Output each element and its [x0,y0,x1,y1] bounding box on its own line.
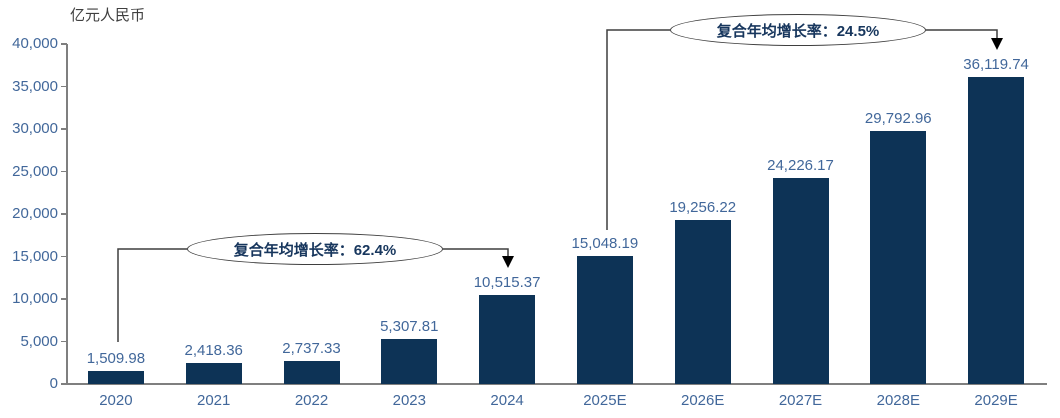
y-axis-tick-label: 40,000 [12,35,58,52]
cagr-callout-2020-2024-text: 复合年均增长率：62.4% [233,241,397,259]
x-axis-label-2020: 2020 [99,392,133,409]
y-axis-tick-label: 15,000 [12,247,58,265]
callout-connector-line [117,248,187,342]
bar-2023 [381,338,438,384]
y-axis-tick-mark [61,43,67,45]
bar-2027E [772,178,829,384]
bar-value-label-2029E: 36,119.74 [963,55,1029,73]
x-axis-label-2029E: 2029E [974,392,1018,409]
y-axis-tick-label: 10,000 [12,290,58,307]
y-axis-tick-mark [61,255,67,258]
y-axis-tick-mark [61,213,67,215]
bar-value-label-2023: 5,307.81 [380,317,439,335]
x-axis-label-2023: 2023 [392,392,426,409]
callout-connector-line [443,248,509,258]
cagr-callout-2025-2029-text: 复合年均增长率：24.5% [716,22,880,40]
x-axis-line [61,383,1047,385]
arrow-down-icon [502,256,514,268]
cagr-callout-2020-2024: 复合年均增长率：62.4% [187,233,443,265]
y-axis-tick-mark [61,298,67,300]
y-axis-unit-label: 亿元人民币 [70,7,146,24]
bar-2028E [870,130,927,384]
bar-2020 [87,371,144,384]
x-axis-label-2026E: 2026E [681,392,725,409]
x-axis-label-2028E: 2028E [876,392,920,409]
y-axis-tick-mark [61,85,67,88]
arrow-down-icon [991,38,1003,50]
bar-2021 [185,363,242,384]
y-axis-tick-label: 20,000 [12,205,58,222]
bar-2025E [576,256,633,384]
y-axis-tick-mark [61,340,67,343]
bar-value-label-2028E: 29,792.96 [864,109,932,127]
y-axis-tick-label: 35,000 [12,77,58,95]
y-axis-tick-label: 5,000 [20,332,58,350]
bar-2029E [968,76,1025,384]
y-axis-line [66,44,68,384]
bar-value-label-2021: 2,418.36 [184,342,243,360]
bar-value-label-2022: 2,737.33 [282,339,341,357]
x-axis-label-2025E: 2025E [583,392,627,409]
callout-connector-line [926,29,998,40]
bar-value-label-2024: 10,515.37 [473,273,541,291]
y-axis-tick-mark [61,128,67,130]
bar-2024 [479,294,536,384]
y-axis-tick-mark [61,170,67,173]
y-axis-tick-label: 0 [49,375,58,392]
y-axis-tick-label: 25,000 [12,162,58,180]
cagr-callout-2025-2029: 复合年均增长率：24.5% [670,14,926,46]
bar-2022 [283,360,340,384]
bar-value-label-2020: 1,509.98 [86,350,146,368]
bar-value-label-2025E: 15,048.19 [571,235,639,253]
x-axis-label-2021: 2021 [197,392,231,409]
bar-value-label-2026E: 19,256.22 [669,199,737,217]
x-axis-label-2022: 2022 [294,392,329,409]
x-axis-label-2027E: 2027E [778,392,823,409]
bar-2026E [674,220,731,384]
y-axis-tick-label: 30,000 [12,120,58,137]
bar-value-label-2027E: 24,226.17 [767,157,834,175]
x-axis-label-2024: 2024 [490,392,524,409]
